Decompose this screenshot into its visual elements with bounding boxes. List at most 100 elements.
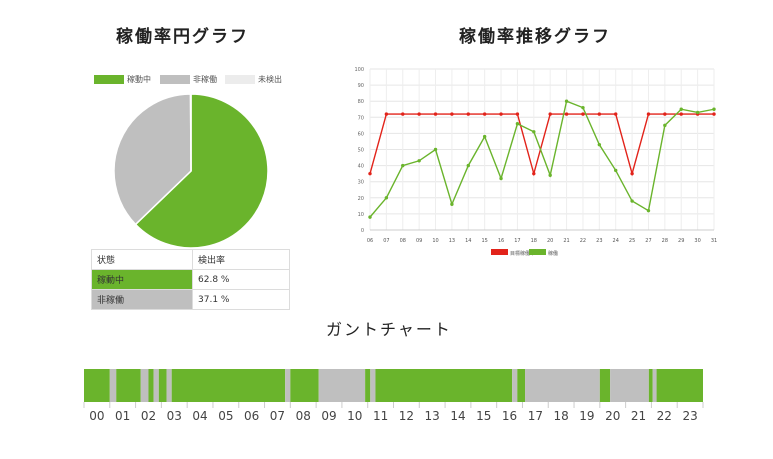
gantt-segment-20 xyxy=(648,369,653,402)
gantt-hour-label-11: 11 xyxy=(373,409,388,423)
gantt-hour-label-17: 17 xyxy=(528,409,543,423)
x-tick-label-10: 18 xyxy=(531,238,537,244)
gantt-chart-title: ガントチャート xyxy=(326,320,452,339)
x-tick-label-6: 14 xyxy=(465,238,471,244)
series-1-point-6 xyxy=(466,163,470,168)
gantt-hour-label-23: 23 xyxy=(682,409,697,423)
x-tick-label-18: 28 xyxy=(662,238,668,244)
x-tick-label-12: 21 xyxy=(563,238,569,244)
line-legend-label-0: 目標稼働率 xyxy=(510,250,535,257)
gantt-hour-label-13: 13 xyxy=(425,409,440,423)
series-0-point-4 xyxy=(433,112,438,116)
gantt-hour-label-18: 18 xyxy=(554,409,569,423)
table-cell-status-idle: 非稼働 xyxy=(91,289,193,310)
gantt-hour-label-14: 14 xyxy=(450,409,465,423)
gantt-segment-10 xyxy=(290,369,319,402)
gantt-segment-6 xyxy=(158,369,167,402)
gantt-hour-label-20: 20 xyxy=(605,409,620,423)
gantt-hour-label-15: 15 xyxy=(476,409,491,423)
gantt-segment-21 xyxy=(652,369,657,402)
table-row: 非稼働 37.1 % xyxy=(91,289,290,310)
series-1-point-2 xyxy=(401,163,405,168)
series-0-point-18 xyxy=(663,112,667,116)
series-1-point-15 xyxy=(614,168,618,173)
y-tick-label-7: 70 xyxy=(358,115,364,121)
series-1-point-9 xyxy=(515,122,520,126)
pie-legend-item-undetected: 未検出 xyxy=(225,74,282,85)
gantt-segment-7 xyxy=(166,369,172,402)
x-tick-label-7: 15 xyxy=(481,238,487,244)
gantt-segment-9 xyxy=(285,369,291,402)
gantt-hour-label-5: 05 xyxy=(218,409,233,423)
series-1-point-3 xyxy=(417,159,421,163)
series-1-point-16 xyxy=(630,199,634,203)
gantt-hour-label-21: 21 xyxy=(631,409,646,423)
gantt-segment-17 xyxy=(525,369,600,402)
y-tick-label-9: 90 xyxy=(358,83,364,89)
series-1-point-14 xyxy=(597,142,602,147)
series-1-point-11 xyxy=(548,173,552,177)
x-tick-label-19: 29 xyxy=(678,238,684,244)
series-1-point-12 xyxy=(564,99,569,103)
gantt-hour-label-4: 04 xyxy=(192,409,207,423)
series-1-point-5 xyxy=(450,202,454,206)
gantt-segment-22 xyxy=(656,369,703,402)
pie-legend-item-operating: 稼動中 xyxy=(94,74,151,85)
series-0-point-12 xyxy=(564,112,569,116)
series-1-point-17 xyxy=(646,208,651,213)
x-tick-label-0: 06 xyxy=(367,238,373,244)
gantt-hour-label-0: 00 xyxy=(89,409,104,423)
y-tick-label-0: 0 xyxy=(361,228,364,234)
series-0-point-13 xyxy=(581,112,585,116)
series-0-point-7 xyxy=(482,112,487,116)
table-cell-rate-idle: 37.1 % xyxy=(192,289,290,310)
series-0-point-2 xyxy=(401,112,405,116)
y-tick-label-4: 40 xyxy=(358,164,364,170)
pie-stats-table: 状態 検出率 稼動中 62.8 % 非稼働 37.1 % xyxy=(91,249,290,310)
legend-swatch-idle xyxy=(160,75,190,84)
table-cell-status-operating: 稼動中 xyxy=(91,269,193,290)
gantt-segment-16 xyxy=(517,369,526,402)
gantt-segment-8 xyxy=(171,369,286,402)
series-1-point-4 xyxy=(433,147,438,152)
gantt-hour-label-1: 01 xyxy=(115,409,130,423)
gantt-hour-label-7: 07 xyxy=(270,409,285,423)
pie-legend: 稼動中 非稼働 未検出 xyxy=(92,72,288,88)
series-0-point-5 xyxy=(450,112,454,116)
gantt-segment-2 xyxy=(116,369,141,402)
line-legend-swatch-1 xyxy=(529,249,546,255)
gantt-segment-19 xyxy=(610,369,649,402)
legend-label-operating: 稼動中 xyxy=(127,75,151,84)
gantt-hour-label-9: 09 xyxy=(321,409,336,423)
series-1-point-0 xyxy=(368,215,372,219)
series-0-point-10 xyxy=(532,171,536,176)
series-0-point-15 xyxy=(614,112,618,116)
series-0-point-9 xyxy=(515,112,520,116)
gantt-hour-label-12: 12 xyxy=(399,409,414,423)
series-0-point-14 xyxy=(597,112,602,116)
line-legend-label-1: 稼働 xyxy=(548,250,558,257)
table-row: 稼動中 62.8 % xyxy=(91,269,290,290)
gantt-segment-3 xyxy=(140,369,149,402)
series-0-point-21 xyxy=(712,112,716,116)
gantt-hour-label-22: 22 xyxy=(657,409,672,423)
legend-swatch-operating xyxy=(94,75,124,84)
pie-slice-1 xyxy=(113,93,192,226)
y-tick-label-8: 80 xyxy=(358,99,364,105)
x-tick-label-1: 07 xyxy=(383,238,389,244)
pie-legend-item-idle: 非稼働 xyxy=(160,74,217,85)
gantt-hour-label-19: 19 xyxy=(579,409,594,423)
gantt-segment-12 xyxy=(365,369,371,402)
x-tick-label-9: 17 xyxy=(514,238,520,244)
series-1-point-8 xyxy=(499,176,503,181)
y-tick-label-10: 100 xyxy=(354,67,364,73)
series-0-point-6 xyxy=(466,112,470,116)
y-tick-label-6: 60 xyxy=(358,131,364,137)
y-tick-label-3: 30 xyxy=(358,180,364,186)
series-0-point-17 xyxy=(646,112,651,116)
series-0-point-19 xyxy=(679,112,683,116)
x-tick-label-13: 22 xyxy=(580,238,586,244)
series-0-point-3 xyxy=(417,112,421,116)
